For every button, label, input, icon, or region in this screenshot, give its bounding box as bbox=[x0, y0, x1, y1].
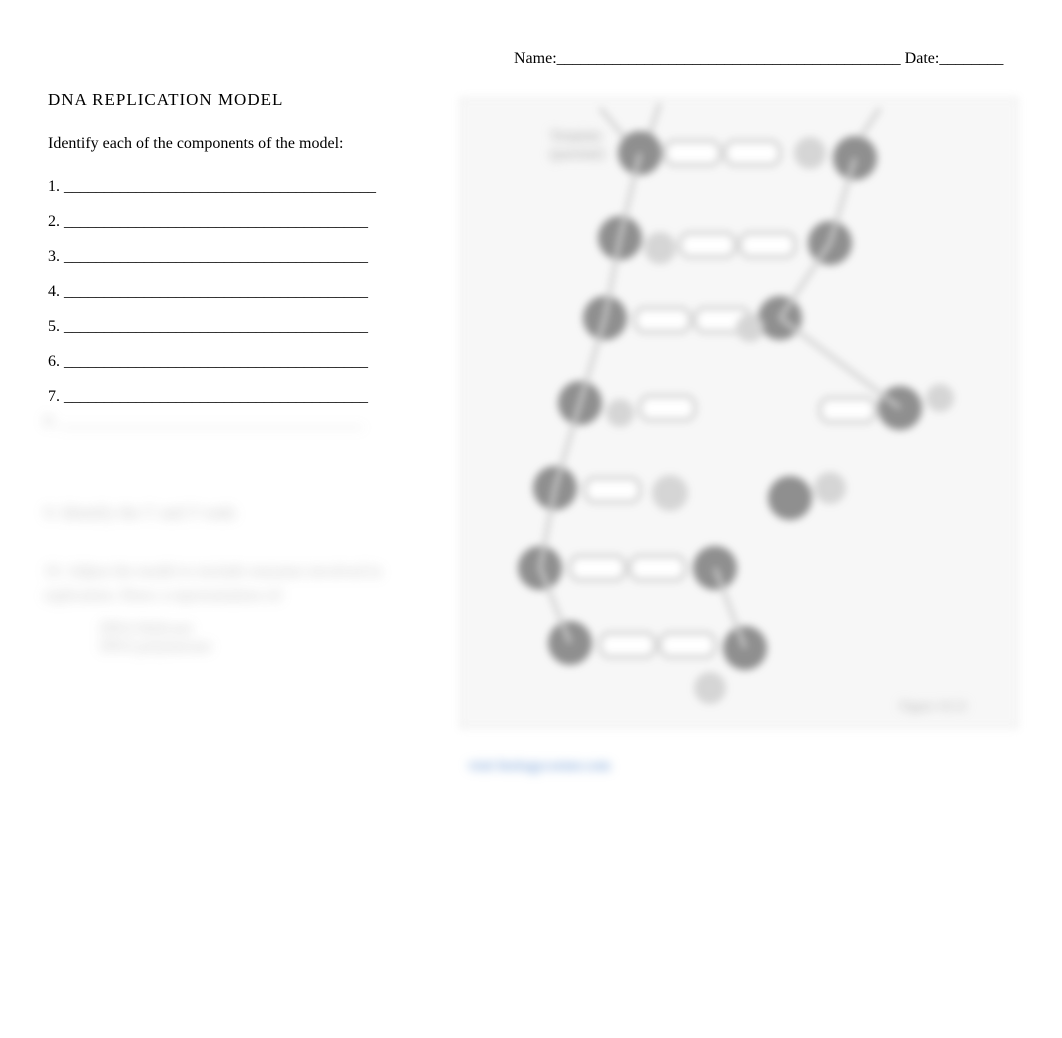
list-item: 2. _____________________________________… bbox=[48, 213, 376, 231]
date-blank: ________ bbox=[939, 50, 1003, 67]
blurred-link: visit biologycorner.com bbox=[468, 758, 610, 775]
blurred-bullet-2: DNA polymerase bbox=[100, 638, 212, 656]
base-pair bbox=[665, 141, 720, 165]
page-title: DNA REPLICATION MODEL bbox=[48, 90, 283, 110]
diagram-label-line1: Template bbox=[550, 128, 604, 146]
blurred-bullets: DNA Helicase DNA polymerase bbox=[100, 620, 212, 656]
diagram-label-line2: (parental) bbox=[550, 146, 604, 164]
blurred-question-9: 9. Identify the 5' and 3' ends bbox=[44, 503, 236, 523]
instruction-text: Identify each of the components of the m… bbox=[48, 135, 343, 153]
list-item: 6. _____________________________________… bbox=[48, 353, 376, 371]
list-item: 3. _____________________________________… bbox=[48, 248, 376, 266]
blurred-item-8: 8. _____________________________________… bbox=[44, 413, 364, 431]
name-blank: ________________________________________… bbox=[557, 50, 901, 67]
date-label: Date: bbox=[901, 50, 940, 67]
dna-diagram: rect { stroke: #b0b0b0; } bbox=[460, 98, 1018, 728]
name-label: Name: bbox=[514, 50, 557, 67]
blurred-question-10: 10. Adjust the model to include enzymes … bbox=[44, 560, 404, 608]
numbered-list: 1. _____________________________________… bbox=[48, 178, 376, 423]
list-item: 4. _____________________________________… bbox=[48, 283, 376, 301]
list-item: 5. _____________________________________… bbox=[48, 318, 376, 336]
diagram-figure-caption: Figure 14.12 bbox=[900, 698, 966, 714]
blurred-bullet-1: DNA Helicase bbox=[100, 620, 212, 638]
header-line: Name:___________________________________… bbox=[514, 50, 1003, 68]
diagram-label-template: Template (parental) bbox=[550, 128, 604, 164]
list-item: 7. _____________________________________… bbox=[48, 388, 376, 406]
list-item: 1. _____________________________________… bbox=[48, 178, 376, 196]
